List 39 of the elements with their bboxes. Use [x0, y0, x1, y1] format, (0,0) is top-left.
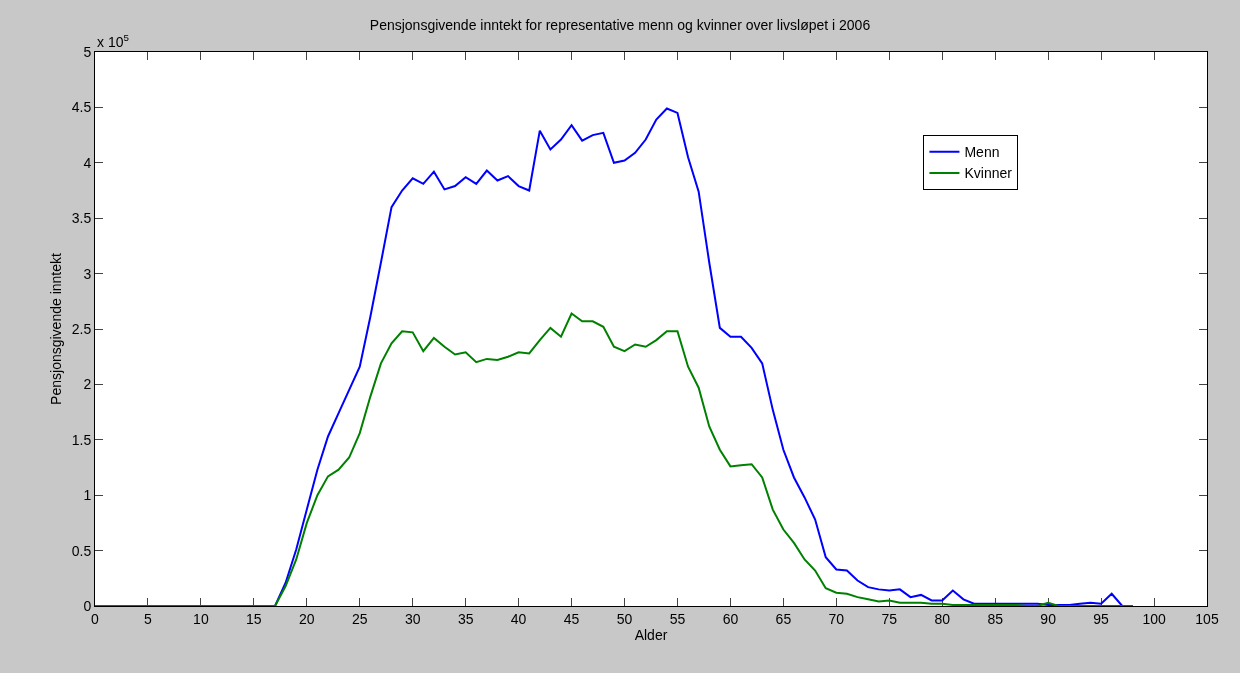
x-tick-label: 105 [1195, 610, 1219, 627]
x-tick-label: 5 [144, 610, 153, 627]
y-tick-label: 3 [83, 265, 92, 282]
x-tick-label: 35 [457, 610, 474, 627]
x-tick-label: 15 [246, 610, 262, 627]
y-axis-title: Pensjonsgivende inntekt [48, 253, 65, 405]
chart-title: Pensjonsgivende inntekt for representative menn og kvinner over livsløpet i 2006 [369, 16, 871, 33]
x-tick-label: 45 [563, 610, 580, 627]
x-tick-label: 75 [881, 610, 898, 627]
x-tick-label: 100 [1142, 610, 1166, 627]
y-tick-label: 5 [83, 43, 92, 60]
y-tick-label: 3.5 [71, 210, 92, 227]
y-tick-label: 0.5 [71, 542, 92, 559]
x-tick-label: 10 [193, 610, 209, 627]
y-tick-label: 4 [83, 154, 92, 171]
x-tick-label: 85 [987, 610, 1004, 627]
x-tick-label: 50 [616, 610, 633, 627]
x-tick-label: 60 [722, 610, 739, 627]
x-tick-label: 95 [1093, 610, 1110, 627]
x-tick-label: 65 [775, 610, 792, 627]
x-axis-title: Alder [634, 627, 668, 644]
y-tick-label: 0 [83, 597, 92, 614]
x-tick-label: 30 [404, 610, 421, 627]
text: x 10$^{5}$ [97, 32, 130, 50]
y-tick-label: 2.5 [71, 320, 92, 337]
x-tick-label: 80 [934, 610, 951, 627]
y-tick-label: 1.5 [71, 431, 92, 448]
x-tick-label: 55 [669, 610, 686, 627]
x-tick-label: 40 [510, 610, 527, 627]
line-series [95, 312, 1134, 606]
legend-label: Kvinner [964, 165, 1013, 182]
y-tick-label: 2 [83, 376, 92, 393]
x-tick-label: 70 [828, 610, 845, 627]
x-tick-label: 25 [351, 610, 368, 627]
x-tick-label: 90 [1040, 610, 1057, 627]
x-tick-label: 20 [299, 610, 315, 627]
legend-label: Menn [964, 144, 1000, 161]
y-tick-label: 1 [83, 487, 92, 504]
y-tick-label: 4.5 [71, 99, 92, 116]
